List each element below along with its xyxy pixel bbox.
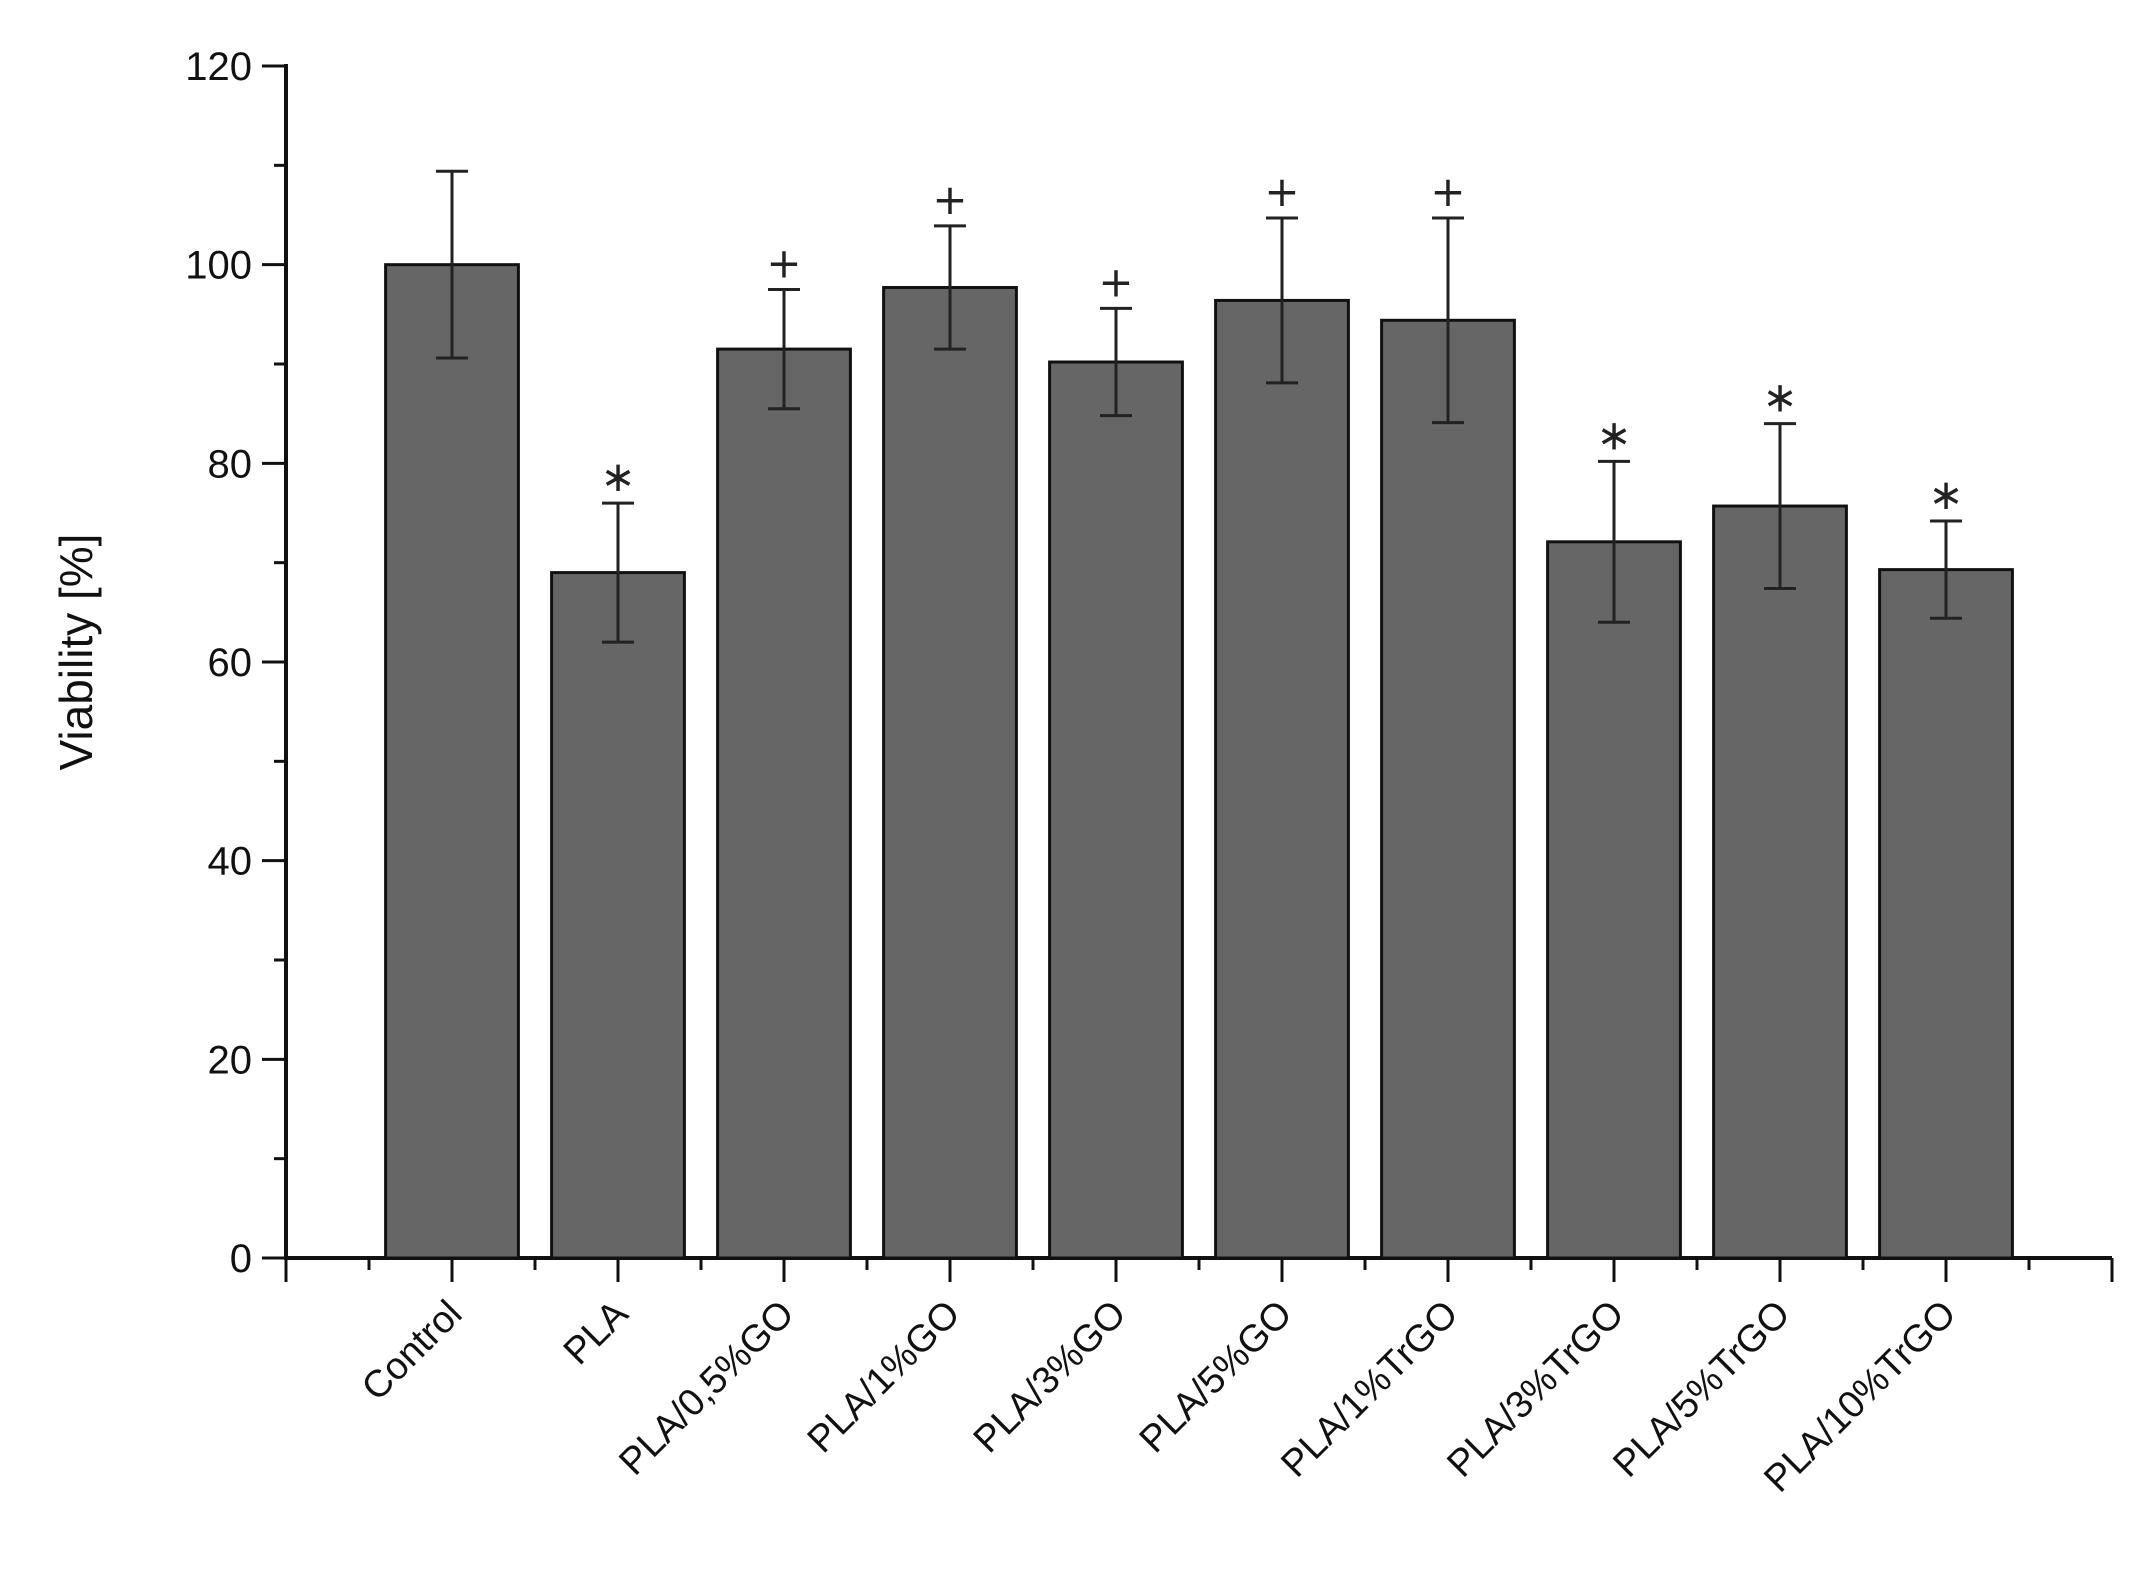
y-tick-label: 20 — [208, 1038, 253, 1082]
bar-6 — [1380, 318, 1516, 1260]
significance-marker-8: ∗ — [1762, 373, 1797, 422]
bar-2 — [716, 347, 852, 1260]
significance-marker-3: + — [932, 175, 967, 224]
y-tick-label: 120 — [185, 45, 252, 89]
bar-7 — [1546, 540, 1682, 1260]
x-tick-label: PLA — [556, 1292, 637, 1373]
significance-marker-9: ∗ — [1928, 470, 1963, 519]
x-tick-label: Control — [354, 1293, 470, 1409]
significance-marker-4: + — [1098, 257, 1133, 306]
significance-marker-6: + — [1430, 167, 1465, 216]
x-tick-label: PLA/3%TrGO — [1439, 1293, 1632, 1486]
x-tick-label: PLA/0,5%GO — [611, 1293, 802, 1484]
bar-8 — [1712, 504, 1848, 1260]
significance-marker-1: ∗ — [600, 452, 635, 501]
significance-marker-5: + — [1264, 167, 1299, 216]
x-tick-label: PLA/3%GO — [966, 1293, 1135, 1462]
plot-area: 0 20 40 60 80 100 120 Control ∗ PLA + PLA/0,5%GO + PL… — [185, 45, 2114, 1501]
y-tick-label: 0 — [230, 1237, 252, 1281]
y-tick-label: 40 — [208, 840, 253, 884]
x-tick-label: PLA/1%GO — [800, 1293, 969, 1462]
significance-marker-7: ∗ — [1596, 410, 1631, 459]
bar-4 — [1048, 360, 1184, 1260]
bar-5 — [1214, 298, 1350, 1260]
y-tick-label: 80 — [208, 442, 253, 486]
bar-1 — [550, 571, 686, 1260]
y-tick-label: 60 — [208, 641, 253, 685]
bar-3 — [882, 286, 1018, 1260]
y-axis-title: Viability [%] — [50, 534, 102, 771]
y-tick-label: 100 — [185, 244, 252, 288]
bar-9 — [1878, 568, 2014, 1260]
x-tick-label: PLA/5%GO — [1132, 1293, 1301, 1462]
significance-marker-2: + — [766, 239, 801, 288]
x-tick-label: PLA/1%TrGO — [1273, 1293, 1466, 1486]
bar-0 — [384, 263, 520, 1260]
